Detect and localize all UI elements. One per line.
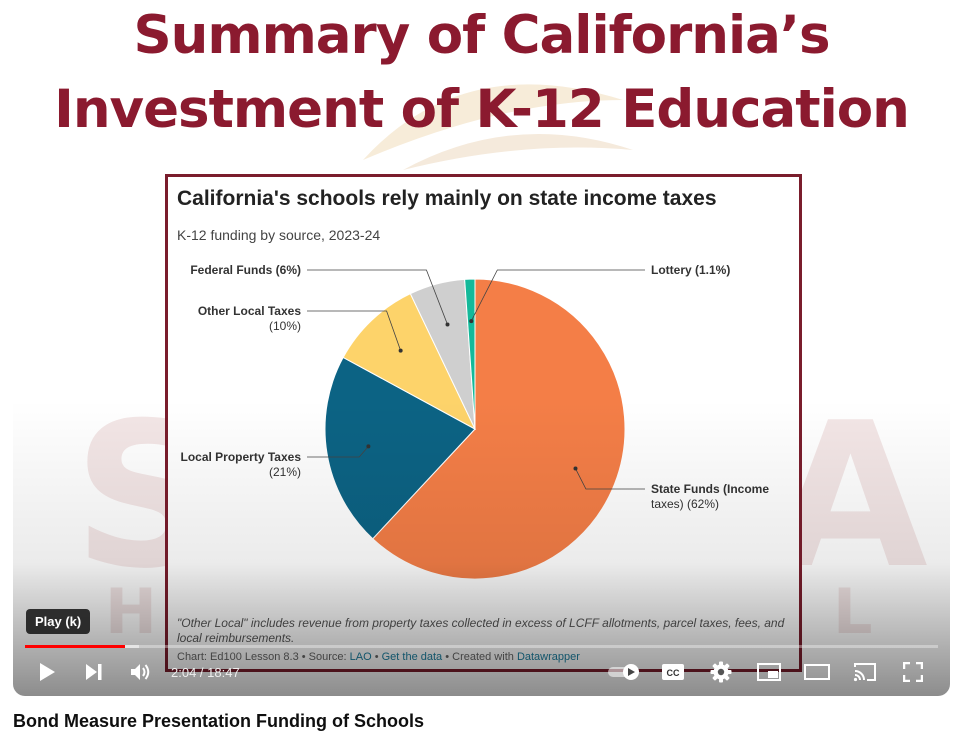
pie-slice-1 <box>324 356 476 540</box>
datawrapper-link[interactable]: Datawrapper <box>516 651 580 663</box>
slice-label-2-line-2: (10%) <box>269 319 301 333</box>
theater-mode-button[interactable] <box>800 655 834 689</box>
leader-line-0 <box>575 468 645 490</box>
theater-icon <box>804 664 830 680</box>
leader-dot-3 <box>445 322 450 327</box>
watermark-leaf-icon <box>363 84 633 170</box>
get-data-link[interactable]: Get the data <box>381 651 443 663</box>
pie-slice-0 <box>372 278 626 580</box>
chart-title: California's schools rely mainly on stat… <box>177 187 717 210</box>
leader-line-2 <box>307 310 402 351</box>
miniplayer-button[interactable] <box>752 655 786 689</box>
footer-sep-1: • <box>371 651 382 663</box>
slide-title-line-2: Investment of K-12 Education <box>54 79 910 140</box>
progress-bar[interactable] <box>25 645 938 648</box>
pie-slice-2 <box>342 292 477 431</box>
time-separator: / <box>196 665 208 680</box>
duration: 18:47 <box>207 665 240 680</box>
leader-line-3 <box>307 269 448 325</box>
fullscreen-button[interactable] <box>896 655 930 689</box>
progress-played <box>25 645 126 648</box>
slide-title-line-1: Summary of California’s <box>133 5 830 66</box>
next-icon <box>86 664 102 680</box>
play-button[interactable] <box>30 655 64 689</box>
play-tooltip: Play (k) <box>26 609 91 634</box>
source-link[interactable]: LAO <box>349 651 372 663</box>
watermark-letter-l: L <box>833 575 873 648</box>
next-button[interactable] <box>77 655 111 689</box>
cast-icon <box>853 663 876 682</box>
chart-image: California's schools rely mainly on stat… <box>165 174 802 672</box>
slice-label-1-line-2: (21%) <box>269 465 301 479</box>
slice-label-0-line-2: taxes) (62%) <box>651 497 719 511</box>
chart-note-line-2: local reimbursements. <box>177 631 295 645</box>
video-title: Bond Measure Presentation Funding of Sch… <box>13 711 425 731</box>
leader-dot-1 <box>366 444 371 449</box>
video-frame: S A H L Summary of California’s Investme… <box>13 0 950 696</box>
video-player[interactable]: S A H L Summary of California’s Investme… <box>13 0 950 696</box>
volume-icon <box>131 664 150 680</box>
pie-slice-4 <box>464 278 476 430</box>
footer-prefix: Chart: Ed100 Lesson 8.3 • Source: <box>177 651 350 663</box>
subtitles-button[interactable]: CC <box>656 655 690 689</box>
leader-dot-4 <box>469 319 474 324</box>
miniplayer-icon <box>757 663 781 681</box>
play-icon <box>40 663 55 681</box>
chart-subtitle: K-12 funding by source, 2023-24 <box>177 227 381 243</box>
current-time: 2:04 <box>171 665 197 680</box>
fullscreen-icon <box>903 662 923 682</box>
mute-button[interactable] <box>124 655 158 689</box>
autoplay-toggle[interactable] <box>605 655 645 689</box>
slice-label-0-line-1: State Funds (Income <box>651 482 769 496</box>
time-display: 2:04 / 18:47 <box>171 665 240 680</box>
captions-icon: CC <box>662 664 684 680</box>
slice-label-1-line-1: Local Property Taxes <box>181 450 302 464</box>
leader-line-4 <box>470 269 645 322</box>
leader-dot-0 <box>573 466 578 471</box>
chart-footer: Chart: Ed100 Lesson 8.3 • Source: LAO • … <box>177 651 580 663</box>
cast-button[interactable] <box>848 655 882 689</box>
slice-label-2-line-1: Other Local Taxes <box>198 304 301 318</box>
leader-line-1 <box>307 446 369 458</box>
slice-label-4-line-1: Lottery (1.1%) <box>651 263 730 277</box>
footer-sep-2: • Created with <box>442 651 517 663</box>
settings-icon <box>710 661 732 683</box>
svg-text:CC: CC <box>667 668 680 678</box>
watermark-letter-h: H <box>105 575 157 648</box>
chart-note-line-1: "Other Local" includes revenue from prop… <box>177 616 785 630</box>
leader-dot-2 <box>398 348 403 353</box>
slice-label-3-line-1: Federal Funds (6%) <box>190 263 301 277</box>
settings-button[interactable] <box>704 655 738 689</box>
autoplay-toggle-icon <box>608 664 639 680</box>
